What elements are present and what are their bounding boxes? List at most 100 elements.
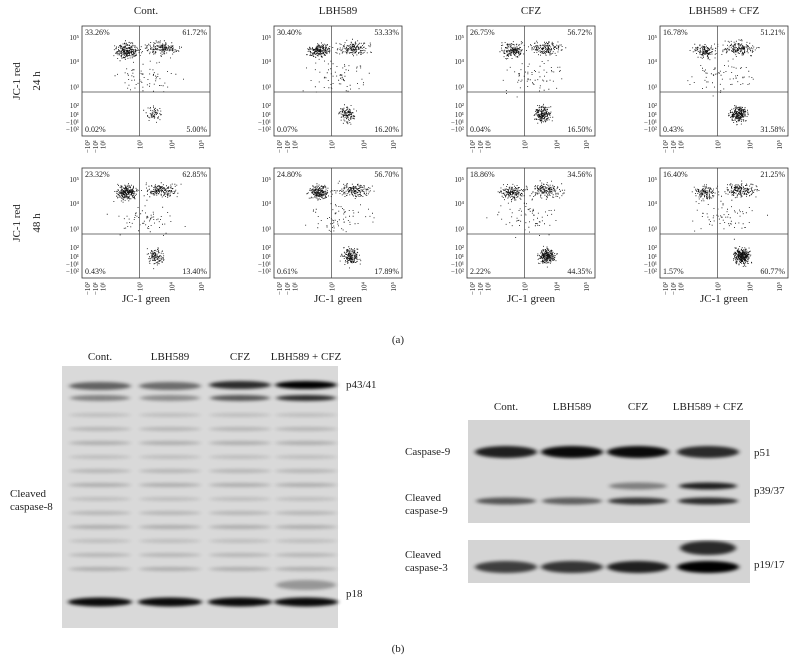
blot-band bbox=[69, 455, 131, 459]
quadrant-percent: 23.32% bbox=[85, 170, 110, 179]
quadrant-percent: 0.61% bbox=[277, 267, 298, 276]
x-tick-label: 10⁴ bbox=[361, 281, 369, 291]
blot-band bbox=[607, 561, 669, 573]
y-tick-label: −10² bbox=[644, 125, 657, 133]
quadrant-percent: 0.43% bbox=[663, 125, 684, 134]
x-tick-label: −10² bbox=[84, 140, 92, 153]
y-tick-label: 10⁴ bbox=[648, 200, 658, 208]
blot-band bbox=[275, 567, 337, 571]
x-tick-label: 10⁴ bbox=[747, 281, 755, 291]
quadrant-percent: 24.80% bbox=[277, 170, 302, 179]
y-tick-label: 10⁴ bbox=[70, 58, 80, 66]
blot-band bbox=[139, 469, 201, 473]
y-tick-label: 10⁵ bbox=[262, 176, 272, 184]
x-tick-label: −10² bbox=[276, 282, 284, 295]
y-tick-label: 10¹ bbox=[70, 253, 79, 261]
blot-band bbox=[680, 541, 736, 555]
blot-band bbox=[475, 561, 537, 573]
x-tick-label: 10⁴ bbox=[554, 281, 562, 291]
flow-plot: 24.80% 56.70%0.61% 17.89%10⁵10⁴10³10²10¹−1… bbox=[258, 167, 403, 305]
x-axis-label: JC-1 green bbox=[700, 293, 748, 305]
flow-plot: 33.26% 61.72%0.02% 5.00%10⁵10⁴10³10²10¹−10… bbox=[66, 25, 211, 153]
quadrant-percent: 56.72% bbox=[567, 28, 592, 37]
blot-band bbox=[209, 511, 271, 515]
blot-band bbox=[69, 483, 131, 487]
quadrant-percent: 13.40% bbox=[182, 267, 207, 276]
quadrant-percent: 1.57% bbox=[663, 267, 684, 276]
blot-band bbox=[209, 469, 271, 473]
blot-band bbox=[69, 511, 131, 515]
blot-band bbox=[275, 511, 337, 515]
x-tick-label: 10¹ bbox=[99, 140, 107, 149]
x-axis-label: JC-1 green bbox=[122, 293, 170, 305]
x-tick-label: 10⁵ bbox=[776, 139, 784, 149]
y-tick-label: 10⁵ bbox=[455, 34, 465, 42]
y-tick-label: −10¹ bbox=[644, 119, 657, 127]
blot bbox=[468, 420, 750, 523]
blot-band bbox=[68, 597, 132, 607]
quadrant-percent: 16.20% bbox=[374, 125, 399, 134]
blot-band bbox=[69, 382, 131, 390]
protein-label: Cleaved caspase-9 bbox=[405, 492, 448, 517]
quadrant-percent: 56.70% bbox=[374, 170, 399, 179]
x-tick-label: 10³ bbox=[522, 282, 530, 291]
y-tick-label: 10⁵ bbox=[262, 34, 272, 42]
blot-band bbox=[607, 446, 669, 458]
x-tick-label: 10¹ bbox=[291, 140, 299, 149]
dot-cloud bbox=[113, 40, 184, 123]
blot-band bbox=[69, 427, 131, 431]
blot-band bbox=[69, 567, 131, 571]
x-tick-label: 10¹ bbox=[291, 282, 299, 291]
blot-band bbox=[70, 395, 130, 401]
quadrant-percent: 53.33% bbox=[374, 28, 399, 37]
y-tick-label: 10¹ bbox=[648, 111, 657, 119]
blot-band bbox=[139, 413, 201, 417]
x-tick-label: −10¹ bbox=[477, 282, 485, 295]
quadrant-percent: 51.21% bbox=[760, 28, 785, 37]
x-tick-label: 10³ bbox=[329, 282, 337, 291]
blot-band bbox=[139, 441, 201, 445]
quadrant-percent: 33.26% bbox=[85, 28, 110, 37]
blot-band bbox=[208, 597, 272, 607]
blot-band bbox=[541, 561, 603, 573]
row-label: 24 h bbox=[31, 71, 43, 91]
plot-frame bbox=[81, 167, 211, 279]
y-tick-label: 10² bbox=[70, 102, 79, 110]
x-tick-label: 10⁴ bbox=[169, 139, 177, 149]
lane-label: LBH589 bbox=[151, 351, 190, 363]
blot-band bbox=[275, 427, 337, 431]
y-tick-label: 10¹ bbox=[455, 111, 464, 119]
dot-cloud bbox=[691, 180, 768, 267]
x-tick-label: 10⁴ bbox=[361, 139, 369, 149]
quadrant-percent: 0.02% bbox=[85, 125, 106, 134]
panel-label: (b) bbox=[392, 643, 405, 655]
column-title: Cont. bbox=[134, 5, 158, 17]
row-label: 48 h bbox=[31, 213, 43, 233]
lane-label: LBH589 + CFZ bbox=[673, 401, 744, 413]
quadrant-percent: 44.35% bbox=[567, 267, 592, 276]
plot-frame bbox=[466, 25, 596, 137]
x-tick-label: 10³ bbox=[522, 140, 530, 149]
x-tick-label: 10³ bbox=[715, 282, 723, 291]
x-tick-label: −10² bbox=[662, 140, 670, 153]
row-label: JC-1 red bbox=[11, 204, 23, 242]
y-tick-label: 10³ bbox=[455, 84, 464, 92]
plot-frame bbox=[273, 25, 403, 137]
quadrant-percent: 62.85% bbox=[182, 170, 207, 179]
blot-band bbox=[139, 483, 201, 487]
quadrant-percent: 21.25% bbox=[760, 170, 785, 179]
y-tick-label: 10³ bbox=[648, 84, 657, 92]
x-tick-label: 10⁵ bbox=[583, 139, 591, 149]
column-title: LBH589 + CFZ bbox=[689, 5, 760, 17]
y-tick-label: −10² bbox=[451, 267, 464, 275]
dot-cloud bbox=[486, 180, 566, 268]
y-tick-label: 10² bbox=[455, 244, 464, 252]
blot-band bbox=[275, 497, 337, 501]
blot-band bbox=[275, 413, 337, 417]
blot-band bbox=[209, 455, 271, 459]
plot-frame bbox=[81, 25, 211, 137]
quadrant-percent: 18.86% bbox=[470, 170, 495, 179]
y-tick-label: 10¹ bbox=[648, 253, 657, 261]
blot-band bbox=[209, 441, 271, 445]
y-tick-label: −10¹ bbox=[451, 261, 464, 269]
